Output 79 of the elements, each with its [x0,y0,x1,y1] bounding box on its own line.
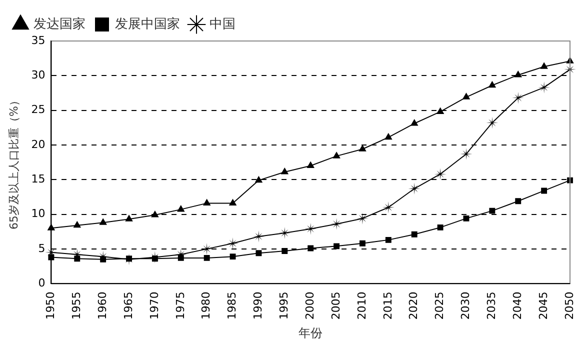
point [151,210,158,218]
point [434,168,446,180]
x-tick-label: 2015 [381,292,394,320]
point [512,92,524,104]
point [204,254,210,261]
x-tick-label: 1970 [148,292,161,320]
point [203,199,210,206]
x-tick-label: 2020 [407,292,420,320]
x-tick-label: 2000 [303,292,316,320]
point [226,237,239,250]
point [358,145,366,152]
y-tick-label: 15 [31,172,46,186]
x-tick-label: 2030 [459,292,472,320]
point [462,93,470,100]
point [410,119,418,126]
point [538,81,550,94]
y-tick-label: 0 [38,276,46,290]
point [256,250,262,256]
point [360,240,366,246]
point [308,245,314,252]
y-tick-label: 25 [31,103,46,116]
point [408,182,420,195]
point [97,250,110,263]
point [304,222,317,235]
point [74,221,81,228]
point [486,116,498,129]
y-tick-label: 10 [31,207,46,220]
legend-label: 发展中国家 [115,16,180,32]
point [74,256,80,262]
point [411,231,418,238]
x-tick-label: 2010 [355,292,368,320]
point [489,208,496,214]
point [177,205,184,212]
legend-label: 中国 [210,16,236,32]
legend-label: 发达国家 [34,16,86,32]
point [384,133,392,140]
point [436,108,444,114]
point [100,218,107,225]
point [255,176,262,183]
point [307,162,314,168]
point [281,168,288,174]
y-tick-label: 30 [31,68,46,82]
point [514,70,522,78]
x-tick-label: 2025 [433,292,446,320]
point [382,201,394,214]
x-tick-label: 1975 [174,292,187,320]
point [282,248,288,254]
x-tick-label: 1980 [200,292,213,320]
point [334,243,340,250]
point [488,81,496,88]
point [356,212,368,224]
x-tick-label: 1995 [278,292,291,320]
point [515,198,522,204]
x-axis-title: 年份 [298,326,323,340]
point [333,152,340,158]
point [385,236,392,243]
point [229,199,236,206]
x-tick-label: 1955 [70,292,83,320]
x-tick-label: 1985 [226,292,239,320]
x-tick-label: 1965 [122,292,135,320]
point [463,215,470,222]
y-tick-label: 5 [38,242,46,255]
y-axis-title: 65岁及以上人口比重（%） [7,95,20,230]
point [540,62,548,69]
x-tick-label: 1950 [44,292,58,320]
y-tick-label: 20 [31,138,46,151]
x-tick-label: 1990 [252,292,265,320]
y-tick-label: 35 [31,34,46,47]
point [125,215,133,222]
point [230,254,236,260]
point [541,188,548,194]
x-tick-label: 2045 [536,292,550,320]
x-tick-label: 2050 [562,292,576,320]
x-tick-label: 2040 [510,292,524,320]
x-tick-label: 2005 [329,292,342,320]
x-tick-label: 2035 [485,292,498,320]
x-tick-label: 1960 [96,292,109,320]
point [437,224,444,230]
point [330,218,343,230]
